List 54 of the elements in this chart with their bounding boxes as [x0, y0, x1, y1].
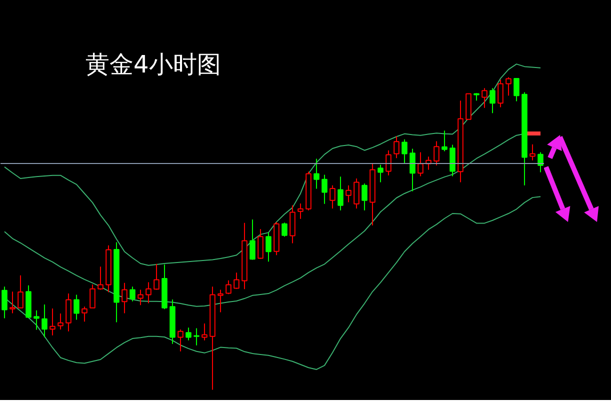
candlestick: [442, 130, 448, 152]
candlestick: [290, 204, 296, 244]
candlestick: [250, 218, 256, 260]
candlestick: [226, 280, 232, 295]
candlestick: [42, 304, 48, 338]
candlestick: [298, 203, 304, 220]
candlestick: [314, 158, 320, 190]
candlestick: [154, 263, 160, 290]
candlestick: [434, 140, 440, 166]
candlestick: [98, 266, 104, 290]
candlestick: [194, 328, 200, 346]
candlestick: [490, 88, 496, 114]
candlestick: [362, 182, 368, 211]
candlestick: [202, 323, 208, 341]
candlestick: [122, 282, 128, 314]
candlestick: [482, 88, 488, 108]
candlestick: [538, 152, 544, 173]
candlestick: [282, 222, 288, 238]
candlestick: [218, 289, 224, 313]
candlestick: [354, 178, 360, 210]
candlestick: [386, 150, 392, 176]
candlestick: [82, 306, 88, 322]
candlestick: [234, 272, 240, 290]
candlestick: [66, 293, 72, 332]
candlestick: [74, 294, 80, 320]
candlestick: [90, 284, 96, 308]
candlestick: [338, 176, 344, 211]
candlestick: [506, 76, 512, 96]
candlestick: [450, 144, 456, 177]
candlestick: [58, 313, 64, 330]
chart-title: 黄金4小时图: [86, 50, 221, 78]
candlestick: [130, 286, 136, 302]
candlestick: [330, 184, 336, 210]
candlestick: [2, 286, 8, 319]
candlestick: [498, 79, 504, 108]
candlestick: [34, 310, 40, 330]
candlestick: [530, 144, 536, 161]
candlestick: [10, 291, 16, 314]
candlestick: [514, 78, 520, 102]
candlestick: [402, 138, 408, 164]
candlestick: [378, 164, 384, 183]
candlestick: [346, 184, 352, 203]
candlestick: [50, 308, 56, 336]
candlestick: [146, 282, 152, 304]
candlestick: [138, 289, 144, 306]
candlestick: [322, 174, 328, 204]
candlestick: [266, 232, 272, 262]
candlestick: [258, 228, 264, 260]
candlestick: [418, 152, 424, 177]
candlestick: [410, 148, 416, 192]
candlestick: [178, 328, 184, 352]
candlestick: [186, 327, 192, 341]
candlestick: [18, 274, 24, 308]
candlestick: [394, 136, 400, 159]
